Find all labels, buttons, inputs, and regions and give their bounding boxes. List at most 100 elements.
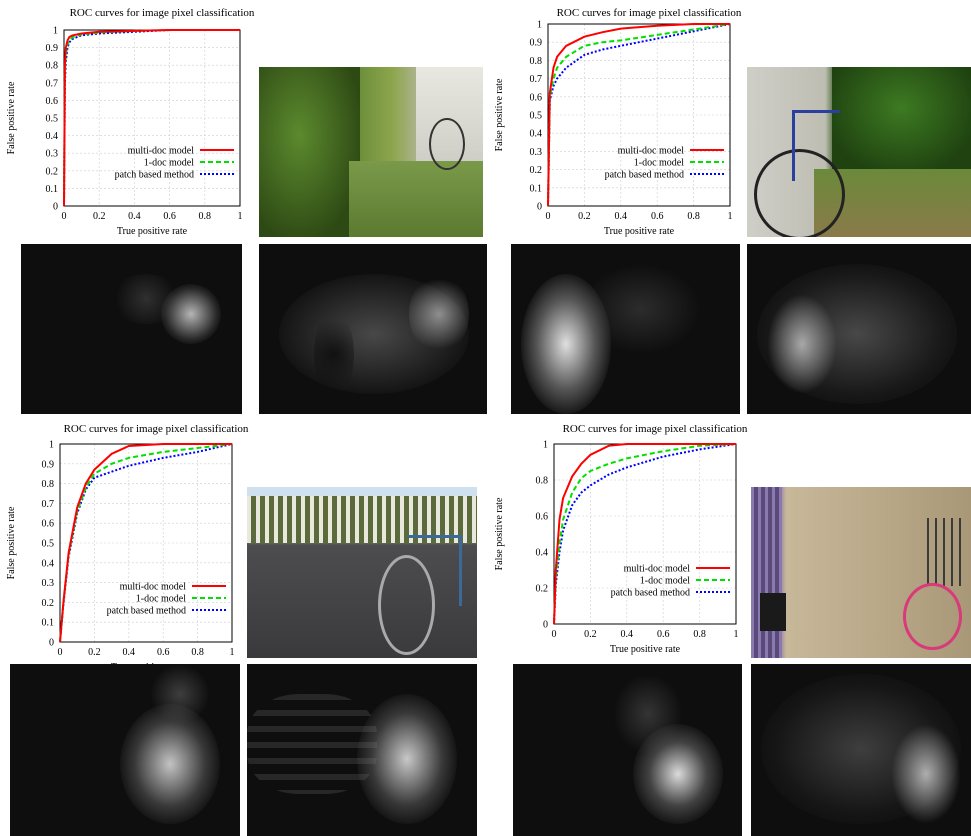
y-tick-label: 0.8	[46, 61, 59, 72]
door-shape	[751, 487, 782, 658]
y-tick-label: 0.2	[530, 165, 543, 176]
x-tick-label: 0.4	[621, 629, 634, 640]
grass-shape	[348, 160, 483, 237]
saliency-heatmap	[751, 664, 971, 836]
x-tick-label: 0	[546, 211, 551, 222]
y-tick-label: 0.7	[530, 74, 543, 85]
roc-chart-svg: ROC curves for image pixel classificatio…	[6, 7, 255, 237]
legend-label: multi-doc model	[618, 146, 685, 157]
roc-series-line	[547, 23, 730, 207]
x-tick-label: 0.2	[584, 629, 597, 640]
roc-chart-4: ROC curves for image pixel classificatio…	[488, 416, 748, 664]
x-axis-label: True positive rate	[117, 226, 188, 237]
x-tick-label: 0.8	[199, 211, 212, 222]
hedge-path-bicycle-photo	[259, 67, 483, 237]
y-tick-label: 0.7	[46, 78, 59, 89]
y-tick-label: 0.9	[530, 38, 543, 49]
legend-label: multi-doc model	[624, 564, 691, 575]
y-axis-label: False positive rate	[6, 506, 17, 579]
roc-series-line	[59, 443, 233, 643]
y-tick-label: 1	[49, 440, 54, 451]
x-tick-label: 0.2	[93, 211, 106, 222]
x-tick-label: 0.8	[191, 647, 204, 658]
y-tick-label: 0.8	[530, 56, 543, 67]
y-tick-label: 0.2	[42, 598, 55, 609]
legend-label: 1-doc model	[136, 594, 186, 605]
legend-label: multi-doc model	[128, 146, 195, 157]
x-tick-label: 0.6	[657, 629, 670, 640]
y-tick-label: 0.4	[536, 548, 549, 559]
x-tick-label: 0.2	[88, 647, 101, 658]
y-tick-label: 0.4	[46, 131, 59, 142]
y-tick-label: 0	[49, 638, 54, 649]
saliency-heatmap	[511, 244, 740, 414]
bicycle-shape	[429, 118, 465, 170]
roc-chart-2: ROC curves for image pixel classificatio…	[488, 0, 742, 242]
y-tick-label: 0.2	[46, 166, 59, 177]
roc-chart-svg: ROC curves for image pixel classificatio…	[494, 423, 748, 655]
x-tick-label: 0.8	[693, 629, 706, 640]
roc-series-line	[63, 29, 240, 207]
y-tick-label: 0	[543, 620, 548, 631]
y-tick-label: 0.5	[46, 114, 59, 125]
x-tick-label: 1	[238, 211, 243, 222]
y-tick-label: 0.6	[42, 519, 55, 530]
roc-chart-1: ROC curves for image pixel classificatio…	[0, 0, 255, 242]
hedge-shape	[832, 67, 971, 169]
y-tick-label: 0.3	[530, 147, 543, 158]
y-axis-label: False positive rate	[494, 497, 505, 570]
mailbox-shape	[759, 593, 787, 631]
legend-label: multi-doc model	[120, 582, 187, 593]
legend-label: 1-doc model	[640, 576, 690, 587]
legend-label: patch based method	[605, 170, 684, 181]
x-tick-label: 0.6	[651, 211, 664, 222]
y-tick-label: 0.8	[42, 479, 55, 490]
bicycle-frame-shape	[791, 109, 840, 181]
saliency-heatmap	[247, 664, 477, 836]
x-axis-label: True positive rate	[604, 226, 675, 237]
y-tick-label: 0.4	[42, 558, 55, 569]
roc-chart-svg: ROC curves for image pixel classificatio…	[494, 7, 742, 237]
y-tick-label: 0.1	[42, 618, 55, 629]
y-tick-label: 0.8	[536, 476, 549, 487]
y-tick-label: 0.6	[536, 512, 549, 523]
roc-series-line	[547, 23, 731, 207]
y-tick-label: 0	[53, 202, 58, 213]
chart-title: ROC curves for image pixel classificatio…	[64, 423, 249, 435]
bicycle-by-hedge-photo	[747, 67, 971, 237]
y-tick-label: 0	[537, 202, 542, 213]
window-bars-shape	[927, 517, 967, 587]
x-tick-label: 0.4	[128, 211, 141, 222]
y-axis-label: False positive rate	[6, 81, 17, 154]
bicycle-by-fence-photo	[247, 487, 477, 658]
saliency-heatmap	[747, 244, 971, 414]
x-tick-label: 0	[62, 211, 67, 222]
y-tick-label: 0.9	[42, 459, 55, 470]
x-tick-label: 1	[728, 211, 733, 222]
x-tick-label: 0.8	[687, 211, 700, 222]
x-tick-label: 0.6	[163, 211, 176, 222]
hedge-shape	[259, 67, 360, 237]
y-tick-label: 0.7	[42, 499, 55, 510]
saliency-heatmap	[259, 244, 487, 414]
y-tick-label: 1	[543, 440, 548, 451]
y-tick-label: 1	[53, 26, 58, 37]
y-tick-label: 0.9	[46, 43, 59, 54]
legend-label: patch based method	[107, 606, 186, 617]
saliency-heatmap	[21, 244, 242, 414]
y-tick-label: 0.5	[530, 111, 543, 122]
x-tick-label: 1	[734, 629, 739, 640]
x-tick-label: 0.4	[615, 211, 628, 222]
x-tick-label: 0.2	[578, 211, 591, 222]
bicycle-frame-shape	[408, 534, 462, 607]
y-tick-label: 1	[537, 20, 542, 31]
y-tick-label: 0.3	[46, 149, 59, 160]
y-tick-label: 0.5	[42, 539, 55, 550]
x-tick-label: 1	[230, 647, 235, 658]
y-tick-label: 0.6	[530, 92, 543, 103]
chart-title: ROC curves for image pixel classificatio…	[70, 7, 255, 19]
x-tick-label: 0.6	[157, 647, 170, 658]
roc-series-line	[553, 443, 737, 625]
chart-title: ROC curves for image pixel classificatio…	[557, 7, 742, 19]
legend-label: 1-doc model	[144, 158, 194, 169]
